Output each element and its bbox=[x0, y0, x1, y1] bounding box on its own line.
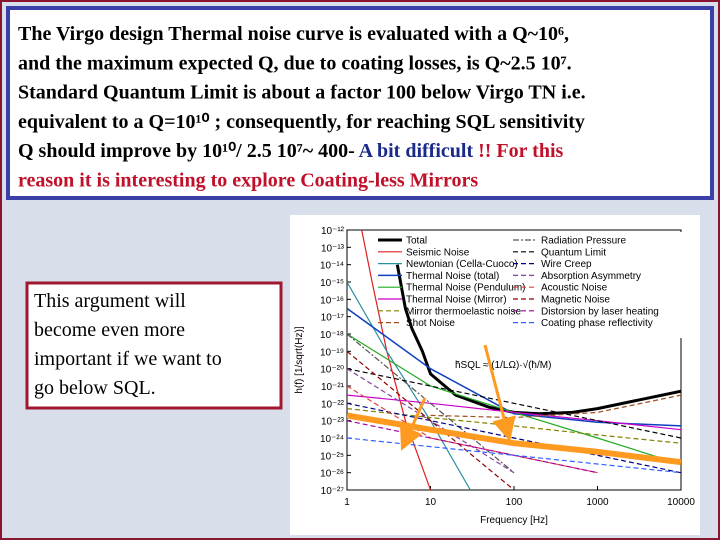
text-line: and the maximum expected Q, due to coati… bbox=[18, 52, 572, 74]
legend-label: Quantum Limit bbox=[541, 247, 606, 258]
series-line bbox=[395, 264, 681, 416]
series-line bbox=[430, 394, 681, 419]
legend-label: Newtonian (Cella-Cuoco) bbox=[406, 259, 518, 270]
legend-label: Shot Noise bbox=[406, 318, 455, 329]
text-run: The Virgo design Thermal noise curve is … bbox=[18, 23, 569, 45]
y-tick-label: 10⁻¹⁷ bbox=[321, 313, 345, 324]
series-line bbox=[347, 368, 681, 439]
x-tick-label: 10000 bbox=[667, 497, 695, 508]
text-run: !! For this bbox=[473, 140, 563, 162]
y-tick-label: 10⁻²⁴ bbox=[320, 434, 344, 445]
legend-label: Magnetic Noise bbox=[541, 295, 610, 306]
y-tick-label: 10⁻²⁰ bbox=[320, 365, 344, 376]
series-line bbox=[347, 350, 515, 490]
y-axis-label: h(f) [1/sqrt(Hz)] bbox=[294, 326, 305, 393]
legend-label: Acoustic Noise bbox=[541, 283, 608, 294]
x-tick-label: 10 bbox=[425, 497, 437, 508]
note-box bbox=[25, 281, 283, 410]
text-line: Q should improve by 10¹⁰/ 2.5 10⁷~ 400- … bbox=[18, 140, 564, 162]
legend-label: Thermal Noise (total) bbox=[406, 271, 499, 282]
legend-label: Coating phase reflectivity bbox=[541, 318, 653, 329]
legend-box bbox=[375, 232, 687, 338]
text-run: Standard Quantum Limit is about a factor… bbox=[18, 82, 586, 104]
x-tick-label: 1 bbox=[344, 497, 350, 508]
legend-label: Thermal Noise (Mirror) bbox=[406, 295, 507, 306]
series-line bbox=[347, 420, 598, 474]
text-run: Q should improve by 10¹⁰/ 2.5 10⁷~ 400- bbox=[18, 140, 359, 162]
y-tick-label: 10⁻¹⁴ bbox=[320, 261, 344, 272]
note-line: become even more bbox=[34, 319, 185, 341]
text-line: The Virgo design Thermal noise curve is … bbox=[18, 23, 569, 45]
note-line: go below SQL. bbox=[34, 377, 156, 399]
series-line bbox=[347, 385, 598, 474]
legend-label: Wire Creep bbox=[541, 259, 592, 270]
series-line bbox=[347, 394, 681, 431]
arrow bbox=[483, 344, 516, 442]
series-line bbox=[347, 281, 471, 490]
text-run: reason it is interesting to explore Coat… bbox=[18, 170, 478, 192]
y-tick-label: 10⁻¹⁹ bbox=[320, 347, 344, 358]
x-tick-label: 100 bbox=[506, 497, 523, 508]
note-line: This argument will bbox=[34, 290, 186, 312]
text-line: Standard Quantum Limit is about a factor… bbox=[18, 82, 586, 104]
legend-label: Total bbox=[406, 236, 427, 247]
content: The Virgo design Thermal noise curve is … bbox=[18, 23, 695, 526]
legend-label: Absorption Asymmetry bbox=[541, 271, 641, 282]
y-tick-label: 10⁻¹³ bbox=[321, 243, 345, 254]
y-tick-label: 10⁻¹⁵ bbox=[320, 278, 344, 289]
text-run: equivalent to a Q=10¹⁰ ; consequently, f… bbox=[18, 111, 585, 133]
y-tick-label: 10⁻²⁶ bbox=[320, 469, 344, 480]
y-tick-label: 10⁻¹⁶ bbox=[320, 295, 344, 306]
y-tick-label: 10⁻²² bbox=[321, 399, 345, 410]
note-line: important if we want to bbox=[34, 348, 222, 370]
x-tick-label: 1000 bbox=[586, 497, 609, 508]
y-tick-label: 10⁻²⁵ bbox=[320, 451, 344, 462]
text-line: reason it is interesting to explore Coat… bbox=[18, 170, 478, 192]
text-box bbox=[6, 6, 714, 200]
y-tick-label: 10⁻¹² bbox=[321, 226, 345, 237]
text-run: A bit difficult bbox=[359, 140, 474, 162]
x-axis-label: Frequency [Hz] bbox=[480, 515, 548, 526]
legend-label: Mirror thermoelastic noise bbox=[406, 306, 521, 317]
annotation: h̃SQL ≈ (1/LΩ)·√(ħ/M) bbox=[455, 359, 551, 371]
legend-label: Radiation Pressure bbox=[541, 236, 626, 247]
y-tick-label: 10⁻¹⁸ bbox=[320, 330, 344, 341]
text-run: and the maximum expected Q, due to coati… bbox=[18, 52, 572, 74]
legend-label: Seismic Noise bbox=[406, 247, 470, 258]
y-tick-label: 10⁻²³ bbox=[321, 417, 345, 428]
legend-label: Distorsion by laser heating bbox=[541, 306, 659, 317]
text-line: equivalent to a Q=10¹⁰ ; consequently, f… bbox=[18, 111, 585, 133]
legend-label: Thermal Noise (Pendulum) bbox=[406, 283, 526, 294]
y-tick-label: 10⁻²¹ bbox=[321, 382, 345, 393]
y-tick-label: 10⁻²⁷ bbox=[321, 486, 345, 497]
arrow bbox=[400, 397, 427, 451]
